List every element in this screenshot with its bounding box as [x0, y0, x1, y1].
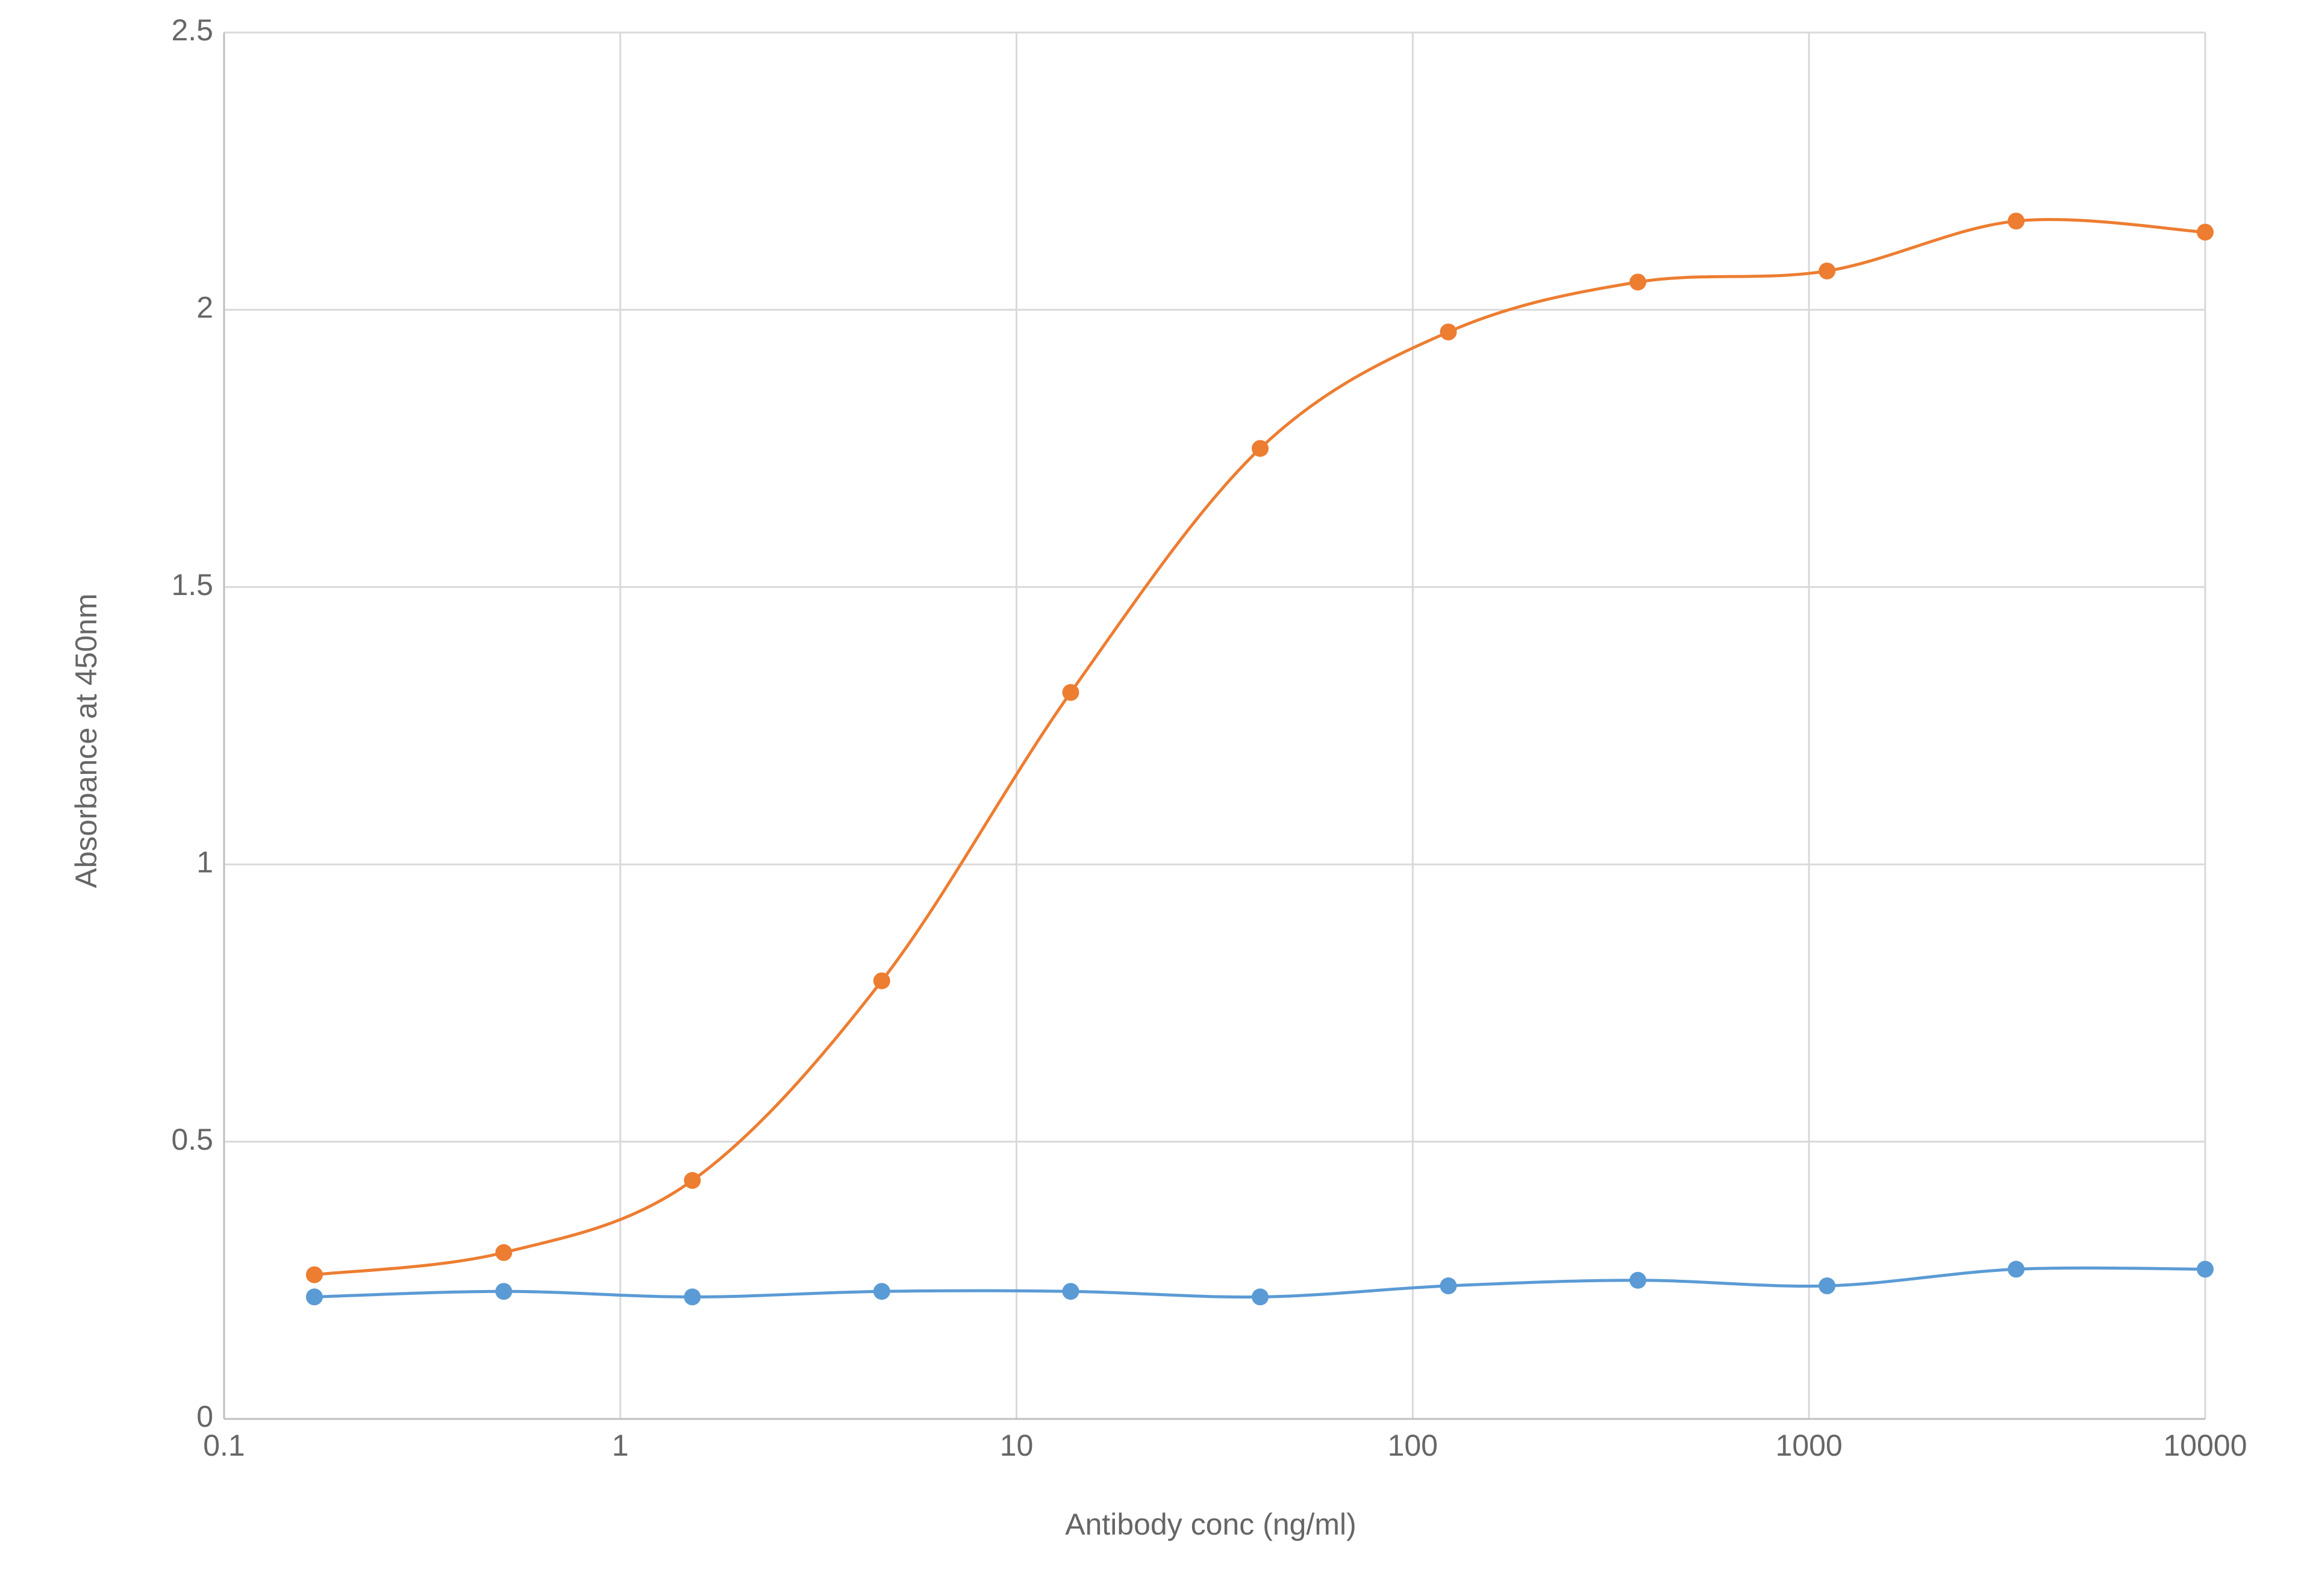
x-tick-label: 1000 — [1776, 1429, 1843, 1462]
x-tick-label: 100 — [1388, 1429, 1438, 1462]
y-tick-label: 1 — [196, 845, 213, 879]
data-point — [1252, 440, 1269, 457]
data-point — [2197, 223, 2214, 241]
x-tick-label: 1 — [612, 1429, 629, 1462]
y-tick-label: 0.5 — [171, 1123, 213, 1156]
y-tick-label: 2 — [196, 291, 213, 325]
data-point — [1252, 1288, 1269, 1306]
data-point — [1818, 1277, 1836, 1295]
data-point — [2008, 213, 2025, 230]
y-tick-label: 2.5 — [171, 13, 213, 47]
series-line — [314, 217, 2206, 1277]
data-point — [1440, 323, 1457, 341]
data-point — [1818, 262, 1836, 279]
y-axis-label: Absorbance at 450nm — [69, 593, 103, 888]
data-point — [873, 972, 890, 990]
x-tick-label: 10000 — [2163, 1429, 2247, 1462]
y-tick-label: 0 — [196, 1400, 213, 1433]
data-point — [2008, 1261, 2025, 1278]
data-point — [1629, 1271, 1647, 1289]
data-point — [684, 1288, 701, 1306]
data-point — [1440, 1277, 1457, 1295]
data-point — [873, 1283, 890, 1300]
data-point — [495, 1244, 513, 1261]
x-tick-label: 10 — [1000, 1429, 1034, 1462]
data-point — [2197, 1261, 2214, 1278]
data-point — [305, 1288, 323, 1306]
data-point — [1629, 273, 1647, 291]
x-axis-label: Antibody conc (ng/ml) — [1065, 1507, 1356, 1541]
data-point — [1062, 684, 1079, 701]
data-point — [1062, 1283, 1079, 1300]
x-tick-label: 0.1 — [203, 1429, 245, 1462]
data-point — [684, 1172, 701, 1189]
data-point — [495, 1283, 513, 1300]
y-tick-label: 1.5 — [171, 568, 213, 602]
data-point — [305, 1266, 323, 1283]
